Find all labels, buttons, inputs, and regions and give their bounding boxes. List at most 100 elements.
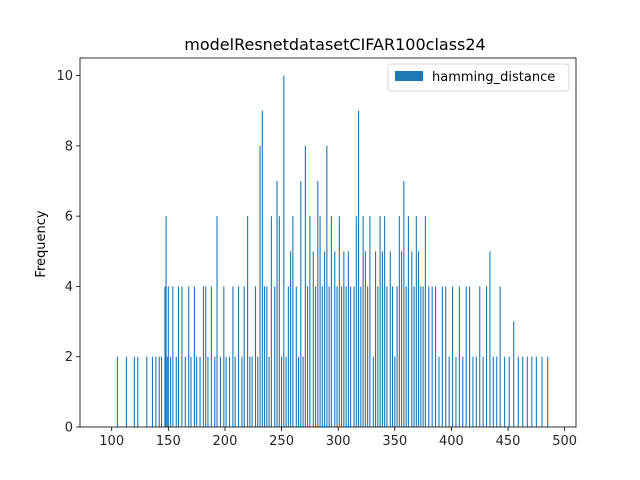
x-tick-label: 500 [552, 434, 577, 449]
bar [190, 356, 192, 427]
bar [319, 216, 321, 427]
bar [312, 251, 314, 427]
bar [360, 286, 362, 427]
x-tick-label: 250 [269, 434, 294, 449]
bar [266, 286, 268, 427]
bar [167, 286, 169, 427]
bar [290, 251, 292, 427]
bar [448, 356, 450, 427]
bar [202, 286, 204, 427]
x-tick-label: 300 [326, 434, 351, 449]
bar [278, 216, 280, 427]
bar [276, 181, 278, 427]
bar [358, 110, 360, 428]
bar [492, 356, 494, 427]
bar [210, 286, 212, 427]
bar [367, 286, 369, 427]
bar [381, 251, 383, 427]
x-tick-label: 200 [213, 434, 238, 449]
bar [420, 286, 422, 427]
bar [314, 286, 317, 427]
bar [362, 216, 364, 427]
bar [164, 286, 166, 427]
bar [283, 75, 285, 427]
bar [465, 286, 467, 427]
bar [379, 216, 381, 427]
bar [541, 356, 543, 427]
bar [475, 356, 477, 427]
bar [369, 216, 371, 427]
y-tick-label: 0 [65, 421, 73, 436]
bar [343, 251, 345, 427]
bar [375, 251, 377, 427]
bar [257, 356, 259, 427]
bar [274, 286, 276, 427]
bar [499, 286, 501, 427]
bar [158, 356, 160, 427]
bar [345, 286, 347, 427]
bar [302, 356, 304, 427]
bar [295, 286, 297, 427]
bar [247, 216, 249, 427]
bar [219, 356, 221, 427]
bar [482, 356, 484, 427]
bar [438, 356, 440, 427]
bar [479, 286, 481, 427]
bar [422, 286, 424, 427]
bar [469, 286, 471, 427]
bar [193, 286, 195, 427]
bar [125, 356, 127, 427]
bar [254, 286, 257, 427]
bar [251, 356, 253, 427]
bar [166, 356, 168, 427]
y-tick-label: 2 [65, 350, 73, 365]
bar [401, 251, 403, 427]
plot-frame [79, 57, 577, 428]
bar [496, 356, 498, 427]
bar [334, 251, 336, 427]
bar [243, 286, 245, 427]
bar [350, 286, 352, 427]
bar [170, 356, 172, 427]
bar [216, 216, 218, 427]
bar [261, 110, 263, 428]
bar [177, 286, 180, 427]
y-tick-label: 4 [65, 280, 73, 295]
bar [522, 356, 524, 427]
x-tick-label: 350 [382, 434, 407, 449]
bar [188, 286, 190, 427]
bar [214, 356, 216, 427]
y-tick-label: 8 [65, 139, 73, 154]
legend-swatch [395, 71, 423, 81]
bar [364, 251, 366, 427]
bar [392, 286, 394, 427]
bar [384, 216, 386, 427]
bar [389, 251, 391, 427]
bar [116, 356, 118, 427]
bar [517, 356, 519, 427]
bar [377, 286, 379, 427]
bar [452, 286, 454, 427]
bar [435, 286, 437, 427]
bar [287, 286, 289, 427]
bar [259, 145, 261, 428]
bar [165, 216, 167, 427]
bar [205, 286, 207, 427]
bar [225, 356, 227, 427]
bar [249, 356, 251, 427]
bar [462, 356, 464, 427]
bar [285, 356, 287, 427]
bar [326, 145, 328, 428]
bar [441, 286, 443, 427]
y-tick-label: 6 [65, 210, 73, 225]
bar [526, 356, 528, 427]
bar [160, 356, 163, 427]
bar [386, 286, 388, 427]
bar [347, 251, 349, 427]
bar [181, 286, 183, 427]
bar [396, 286, 398, 427]
bar [407, 216, 409, 427]
bar [133, 356, 135, 427]
bar [270, 216, 272, 427]
